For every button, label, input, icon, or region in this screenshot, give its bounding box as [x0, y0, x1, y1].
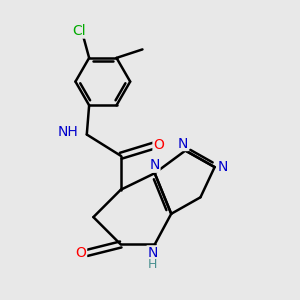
Text: H: H: [148, 258, 157, 271]
Text: O: O: [153, 138, 164, 152]
Text: NH: NH: [58, 125, 78, 139]
Text: O: O: [76, 246, 87, 260]
Text: N: N: [149, 158, 160, 172]
Text: Cl: Cl: [72, 24, 86, 38]
Text: N: N: [218, 160, 228, 174]
Text: N: N: [147, 246, 158, 260]
Text: N: N: [178, 136, 188, 151]
